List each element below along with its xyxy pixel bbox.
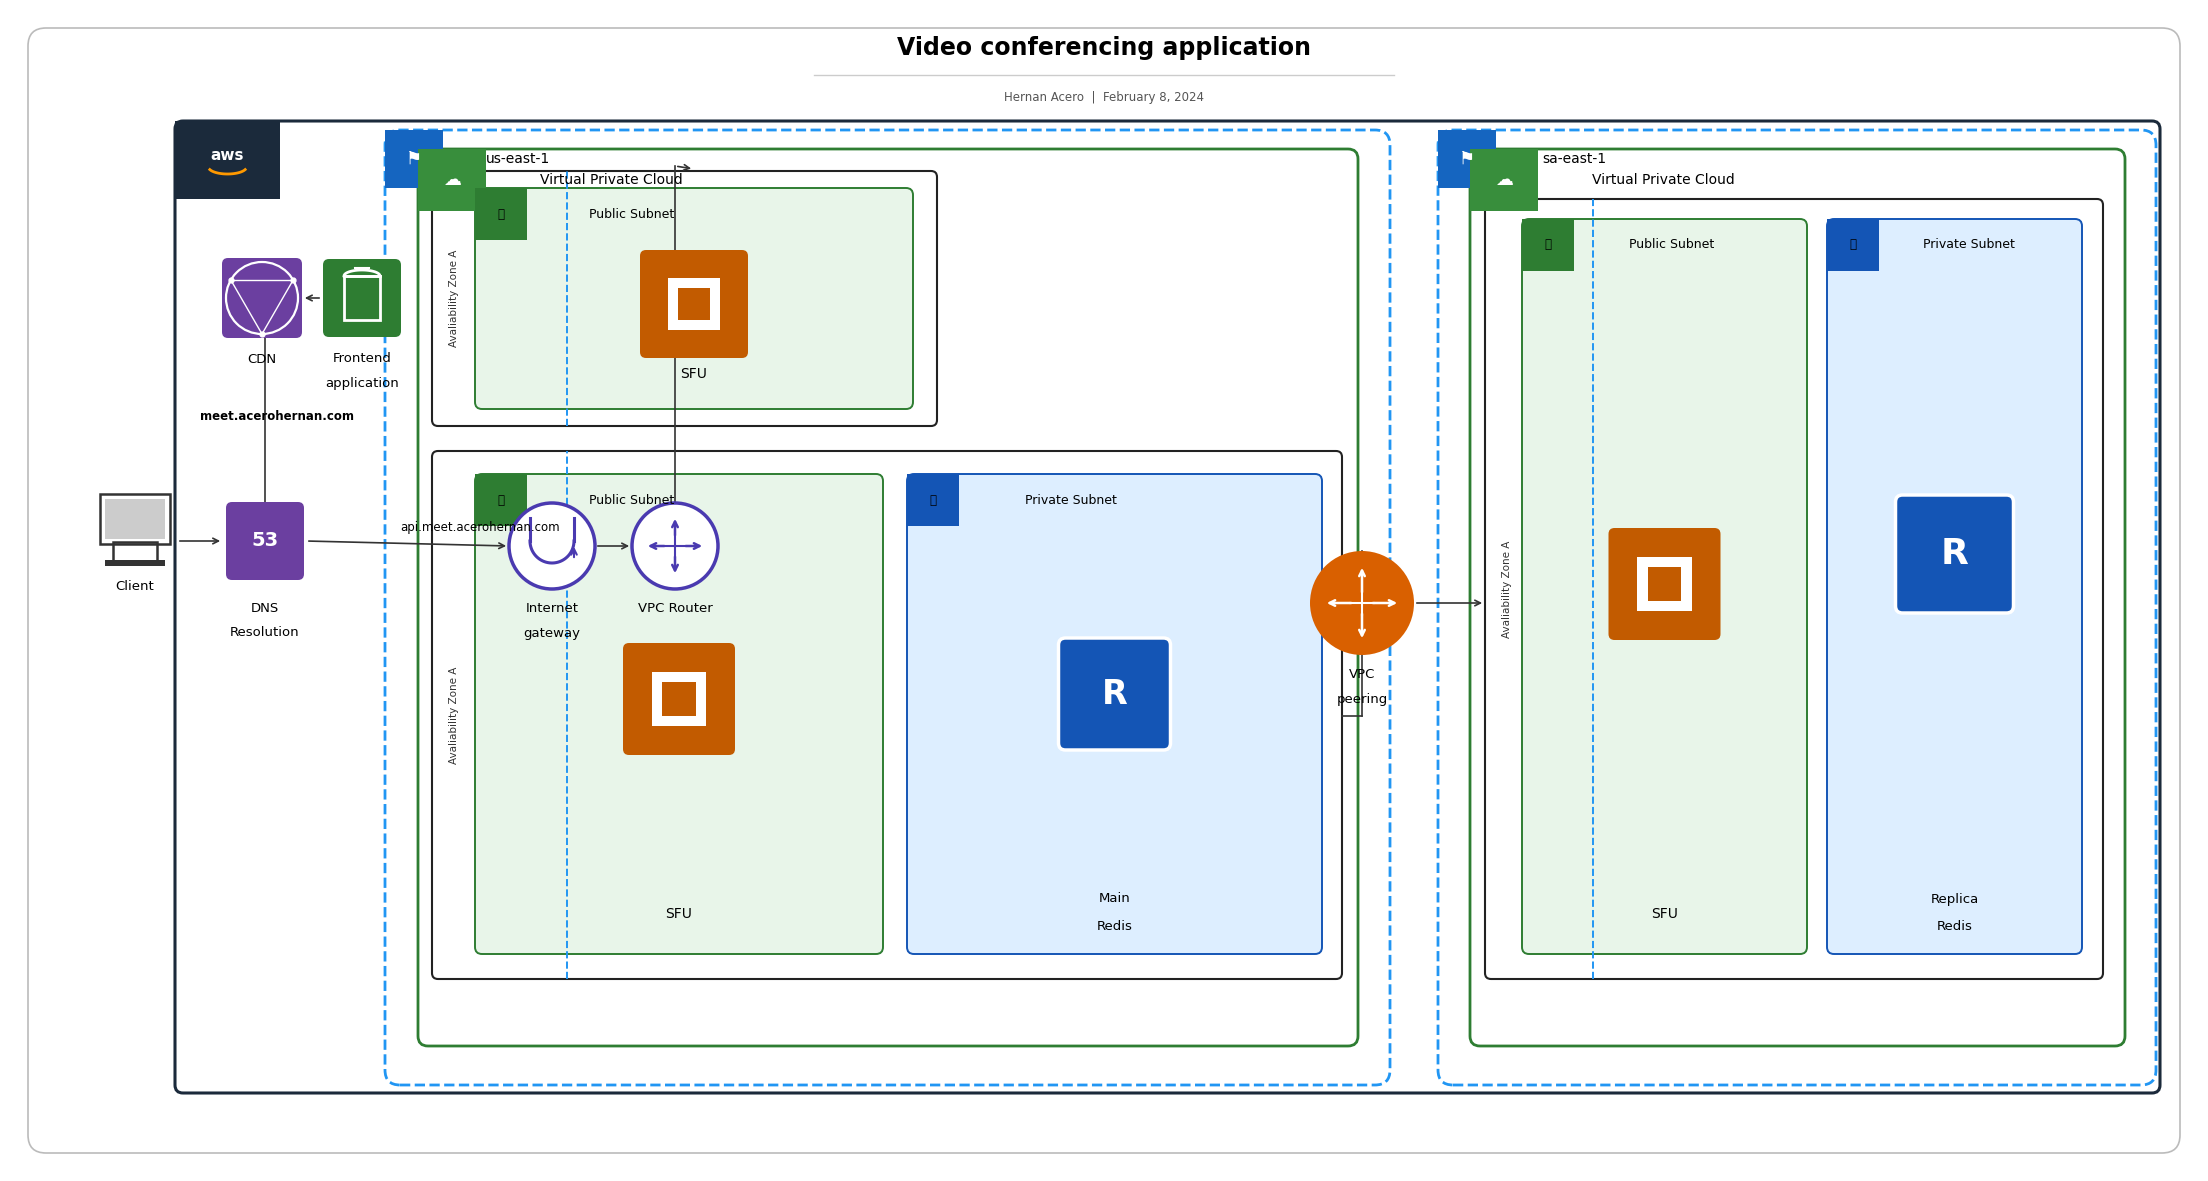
- Circle shape: [631, 503, 718, 589]
- Text: CDN: CDN: [247, 353, 276, 366]
- Text: Private Subnet: Private Subnet: [1923, 239, 2016, 252]
- Bar: [651, 706, 660, 717]
- Text: 🔒: 🔒: [930, 494, 936, 507]
- Bar: [113, 542, 157, 565]
- Text: 🔒: 🔒: [497, 208, 503, 221]
- Bar: [106, 500, 166, 539]
- Text: aws: aws: [210, 149, 245, 163]
- Bar: [1471, 149, 1539, 211]
- FancyBboxPatch shape: [1521, 218, 1806, 954]
- Text: 53: 53: [252, 531, 278, 550]
- Bar: [1636, 566, 1645, 576]
- Bar: [1437, 130, 1497, 188]
- Text: Redis: Redis: [1936, 920, 1972, 933]
- Text: ☁: ☁: [444, 171, 461, 189]
- Text: Virtual Private Cloud: Virtual Private Cloud: [539, 172, 682, 187]
- Bar: [698, 681, 707, 692]
- Text: R: R: [1102, 678, 1128, 711]
- Text: Public Subnet: Public Subnet: [590, 494, 676, 507]
- Bar: [344, 276, 380, 320]
- Text: Redis: Redis: [1097, 920, 1133, 933]
- Text: Virtual Private Cloud: Virtual Private Cloud: [1592, 172, 1733, 187]
- Bar: [678, 288, 711, 320]
- Bar: [711, 311, 720, 321]
- Bar: [651, 672, 707, 726]
- Text: Video conferencing application: Video conferencing application: [896, 35, 1312, 60]
- Text: ☁: ☁: [1495, 171, 1512, 189]
- FancyBboxPatch shape: [475, 474, 883, 954]
- Text: Resolution: Resolution: [230, 626, 300, 639]
- Text: ⚑: ⚑: [1459, 150, 1475, 168]
- Text: R: R: [1941, 537, 1970, 570]
- FancyBboxPatch shape: [223, 257, 302, 338]
- Text: VPC: VPC: [1349, 668, 1376, 681]
- Text: Main: Main: [1100, 893, 1130, 906]
- Text: Public Subnet: Public Subnet: [590, 208, 676, 221]
- Text: Avaliability Zone A: Avaliability Zone A: [1501, 541, 1512, 638]
- FancyBboxPatch shape: [623, 642, 735, 755]
- Circle shape: [1309, 552, 1413, 655]
- Text: Private Subnet: Private Subnet: [1025, 494, 1117, 507]
- Text: Avaliability Zone A: Avaliability Zone A: [448, 666, 459, 764]
- Bar: [1647, 567, 1680, 601]
- FancyBboxPatch shape: [475, 188, 912, 409]
- Text: application: application: [325, 377, 400, 390]
- Text: us-east-1: us-east-1: [486, 152, 550, 167]
- Text: ⚑: ⚑: [406, 150, 422, 168]
- Text: DNS: DNS: [252, 601, 278, 614]
- Text: SFU: SFU: [665, 907, 693, 921]
- Bar: [669, 311, 676, 321]
- Bar: [907, 474, 958, 526]
- Bar: [651, 681, 660, 692]
- Text: VPC Router: VPC Router: [638, 601, 713, 614]
- Text: meet.acerohernan.com: meet.acerohernan.com: [201, 410, 353, 423]
- FancyBboxPatch shape: [1058, 638, 1170, 750]
- Text: Replica: Replica: [1930, 893, 1978, 906]
- Bar: [106, 560, 166, 566]
- Text: peering: peering: [1336, 693, 1387, 706]
- Bar: [669, 287, 676, 296]
- Bar: [662, 683, 696, 716]
- Bar: [417, 149, 486, 211]
- Text: Hernan Acero  |  February 8, 2024: Hernan Acero | February 8, 2024: [1005, 91, 1203, 104]
- Bar: [1826, 218, 1879, 270]
- Text: SFU: SFU: [1652, 907, 1678, 921]
- FancyBboxPatch shape: [322, 259, 402, 337]
- Text: 🔒: 🔒: [1850, 239, 1857, 252]
- Bar: [1636, 556, 1691, 612]
- Bar: [1682, 566, 1691, 576]
- Text: 🔒: 🔒: [1546, 239, 1552, 252]
- FancyBboxPatch shape: [1894, 495, 2014, 613]
- Bar: [711, 287, 720, 296]
- FancyBboxPatch shape: [417, 149, 1358, 1046]
- Text: Avaliability Zone A: Avaliability Zone A: [448, 250, 459, 347]
- Text: sa-east-1: sa-east-1: [1541, 152, 1605, 167]
- Bar: [475, 188, 528, 240]
- FancyBboxPatch shape: [1471, 149, 2124, 1046]
- Text: gateway: gateway: [523, 626, 581, 639]
- FancyBboxPatch shape: [29, 28, 2179, 1153]
- Bar: [384, 130, 444, 188]
- FancyBboxPatch shape: [640, 250, 749, 358]
- Circle shape: [510, 503, 594, 589]
- Text: SFU: SFU: [680, 367, 707, 381]
- Text: Internet: Internet: [526, 601, 578, 614]
- Text: api.meet.acerohernan.com: api.meet.acerohernan.com: [400, 522, 559, 535]
- Bar: [475, 474, 528, 526]
- Bar: [1636, 592, 1645, 602]
- Text: 🔒: 🔒: [497, 494, 503, 507]
- Bar: [99, 494, 170, 544]
- Bar: [669, 278, 720, 329]
- FancyBboxPatch shape: [1607, 528, 1720, 640]
- FancyBboxPatch shape: [225, 502, 305, 580]
- Bar: [1521, 218, 1574, 270]
- Bar: [698, 706, 707, 717]
- FancyBboxPatch shape: [907, 474, 1323, 954]
- Bar: [1682, 592, 1691, 602]
- FancyBboxPatch shape: [1826, 218, 2082, 954]
- Bar: [174, 120, 280, 200]
- Text: Client: Client: [115, 580, 155, 593]
- Text: Frontend: Frontend: [333, 352, 391, 365]
- Text: Public Subnet: Public Subnet: [1630, 239, 1716, 252]
